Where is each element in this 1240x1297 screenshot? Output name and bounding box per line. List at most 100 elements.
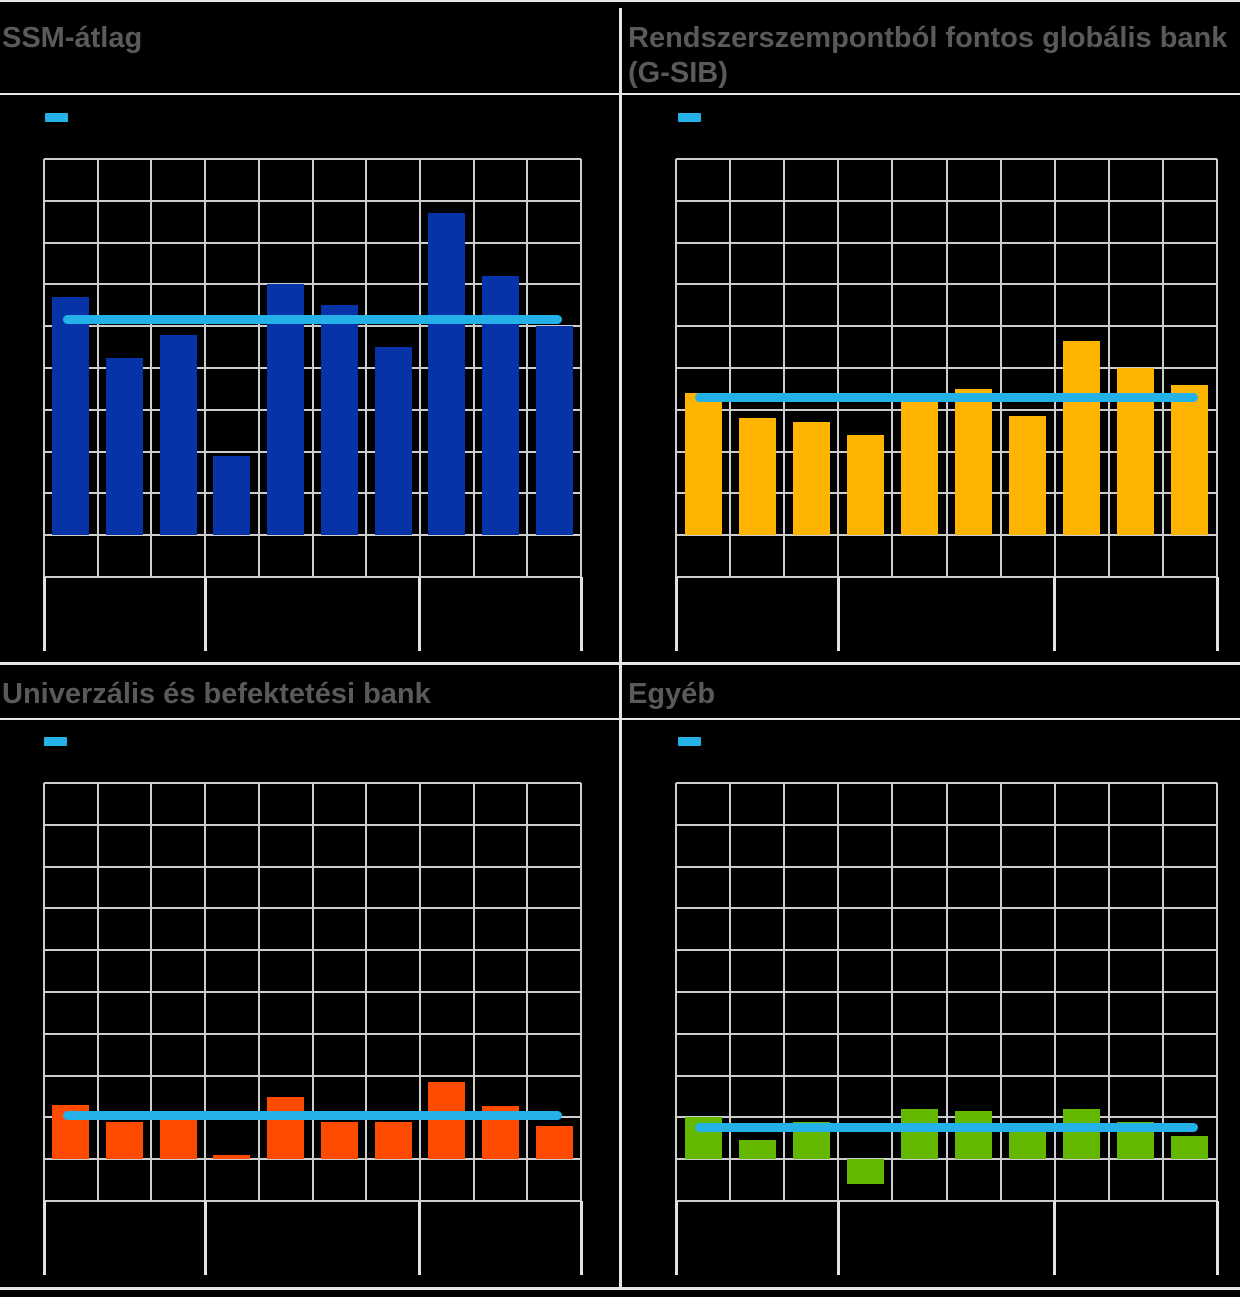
horizontal-gridline <box>44 241 581 244</box>
bottom-title-separator <box>0 718 1240 720</box>
average-line <box>695 392 1198 402</box>
bar <box>159 1116 197 1160</box>
bar <box>1063 1109 1101 1160</box>
horizontal-gridline <box>676 492 1217 495</box>
horizontal-gridline <box>676 907 1217 910</box>
bar <box>213 455 251 536</box>
horizontal-gridline <box>44 325 581 328</box>
horizontal-gridline <box>44 1158 581 1161</box>
horizontal-gridline <box>44 367 581 369</box>
bar <box>684 393 722 536</box>
horizontal-gridline <box>676 865 1217 868</box>
chart-univerzalis <box>42 782 583 1275</box>
horizontal-gridline <box>676 1032 1217 1035</box>
bar <box>955 388 993 536</box>
horizontal-gridline <box>44 199 581 202</box>
horizontal-gridline <box>676 450 1217 453</box>
bar <box>846 434 884 536</box>
panel-title-gsib: Rendszerszempontból fontos globális bank… <box>628 22 1228 89</box>
bar <box>159 334 197 536</box>
bar <box>846 1159 884 1185</box>
bar <box>320 305 358 536</box>
horizontal-gridline <box>676 1158 1217 1161</box>
horizontal-gridline <box>676 199 1217 202</box>
horizontal-gridline <box>44 823 581 826</box>
horizontal-gridline <box>676 158 1217 160</box>
horizontal-gridline <box>44 1032 581 1035</box>
horizontal-gridline <box>44 283 581 286</box>
horizontal-gridline <box>676 325 1217 328</box>
bar <box>374 1121 412 1160</box>
horizontal-gridline <box>676 782 1217 784</box>
average-line-legend-swatch <box>678 737 701 746</box>
x-axis-group-separator <box>1053 1201 1057 1275</box>
bar <box>1009 416 1047 536</box>
panel-title-univerzalis: Univerzális és befektetési bank <box>2 678 431 710</box>
horizontal-gridline <box>44 408 581 411</box>
x-axis-group-separator <box>674 1201 678 1275</box>
bar <box>738 1140 776 1160</box>
x-axis-group-separator <box>418 577 422 651</box>
horizontal-gridline <box>676 823 1217 826</box>
bar <box>738 418 776 536</box>
bar <box>1171 384 1209 536</box>
horizontal-gridline <box>44 1074 581 1077</box>
x-axis-group-separator <box>1053 577 1057 651</box>
vertical-gridline <box>580 783 582 1201</box>
horizontal-gridline <box>44 492 581 495</box>
horizontal-gridline <box>44 991 581 993</box>
bar <box>106 1121 144 1160</box>
horizontal-gridline <box>44 782 581 784</box>
vertical-gridline <box>580 159 582 577</box>
bar <box>213 1155 251 1160</box>
horizontal-gridline <box>676 1200 1217 1202</box>
chart-ssm-atlag <box>42 158 583 651</box>
average-line <box>695 1123 1198 1133</box>
panel-title-ssm-atlag: SSM-átlag <box>2 22 143 54</box>
x-axis-group-separator <box>836 1201 840 1275</box>
bar <box>535 1125 573 1160</box>
horizontal-gridline <box>676 991 1217 993</box>
vertical-gridline <box>1216 159 1218 577</box>
x-axis-group-separator <box>579 577 583 651</box>
bar <box>267 1096 305 1160</box>
horizontal-gridline <box>44 534 581 537</box>
average-line <box>62 1110 563 1120</box>
x-axis-group-separator <box>1215 577 1219 651</box>
vertical-panel-divider <box>619 8 622 1289</box>
bar <box>1063 340 1101 536</box>
bar <box>535 326 573 536</box>
x-axis-group-separator <box>1215 1201 1219 1275</box>
horizontal-gridline <box>676 576 1217 578</box>
bar <box>52 296 90 536</box>
bar <box>106 357 144 536</box>
horizontal-gridline <box>44 450 581 453</box>
bar <box>955 1111 993 1160</box>
horizontal-gridline <box>676 1074 1217 1077</box>
x-axis-group-separator <box>836 577 840 651</box>
chart-gsib <box>674 158 1219 651</box>
horizontal-gridline <box>676 534 1217 537</box>
x-axis-group-separator <box>418 1201 422 1275</box>
bar <box>792 422 830 536</box>
average-line <box>62 315 563 325</box>
horizontal-gridline <box>44 158 581 160</box>
horizontal-gridline <box>44 1200 581 1202</box>
horizontal-gridline <box>676 367 1217 369</box>
bar <box>428 1081 466 1160</box>
horizontal-gridline <box>44 907 581 910</box>
average-line-legend-swatch <box>678 113 701 122</box>
horizontal-gridline <box>676 241 1217 244</box>
panel-title-egyeb: Egyéb <box>628 678 716 710</box>
chart-egyeb <box>674 782 1219 1275</box>
x-axis-group-separator <box>42 577 46 651</box>
bar <box>374 347 412 536</box>
bar <box>320 1121 358 1160</box>
top-title-separator <box>0 93 1240 95</box>
x-axis-group-separator <box>42 1201 46 1275</box>
x-axis-group-separator <box>579 1201 583 1275</box>
average-line-legend-swatch <box>44 737 67 746</box>
x-axis-group-separator <box>203 1201 207 1275</box>
horizontal-gridline <box>44 949 581 952</box>
vertical-gridline <box>1216 783 1218 1201</box>
